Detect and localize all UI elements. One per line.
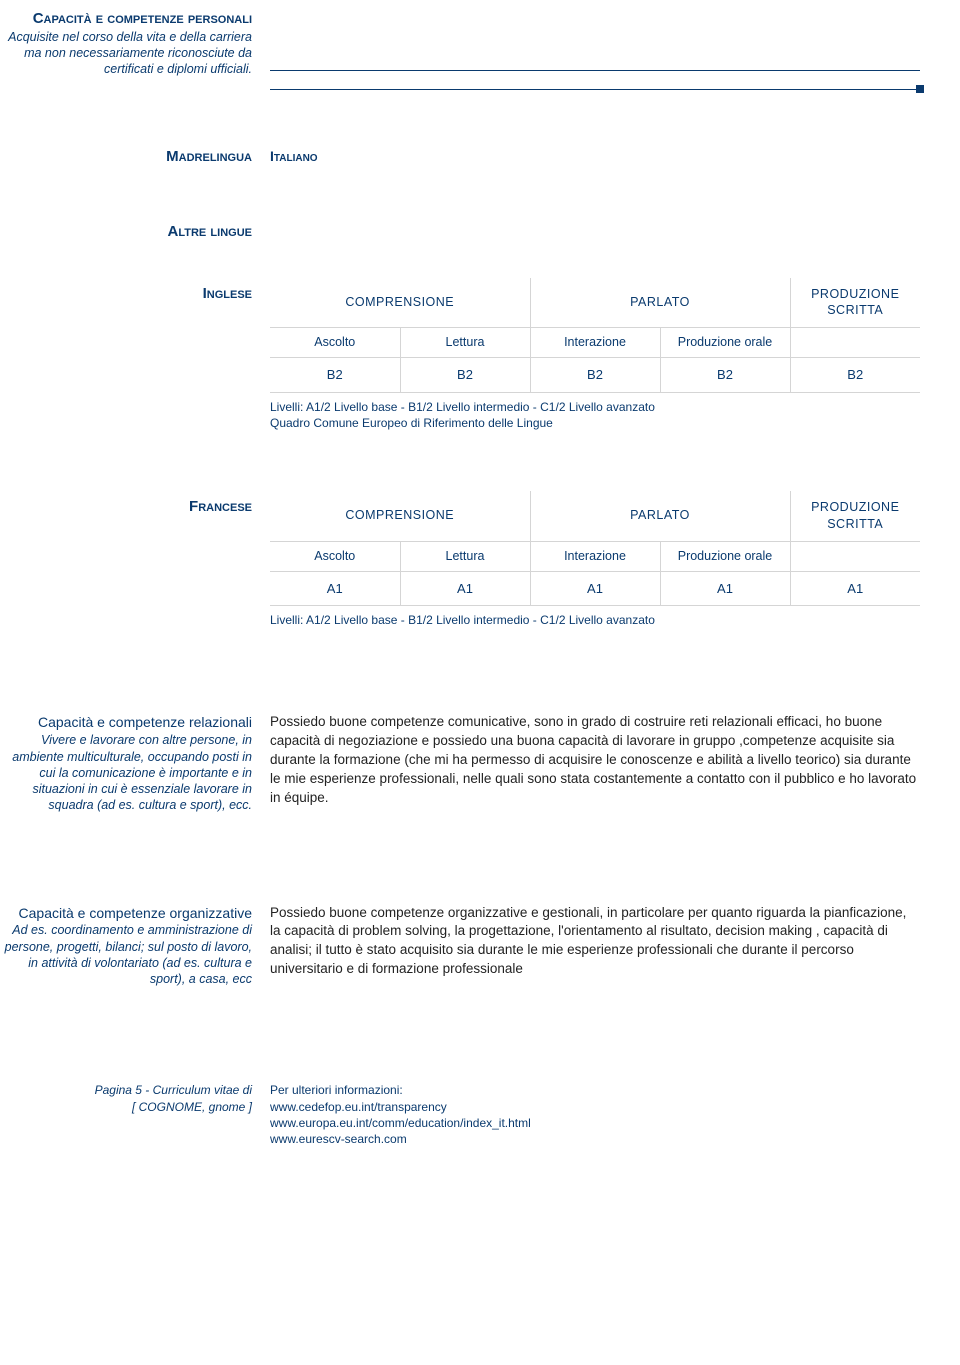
footer-link: www.eurescv-search.com xyxy=(270,1132,407,1146)
val-produzione-scritta: B2 xyxy=(790,358,920,393)
header-rule xyxy=(270,10,920,92)
sub-interazione: Interazione xyxy=(530,541,660,571)
levels-line1: Livelli: A1/2 Livello base - B1/2 Livell… xyxy=(270,400,655,414)
inglese-label: Inglese xyxy=(203,285,252,302)
table-row: Ascolto Lettura Interazione Produzione o… xyxy=(270,541,920,571)
group-parlato: PARLATO xyxy=(530,278,790,328)
table-row: Livelli: A1/2 Livello base - B1/2 Livell… xyxy=(270,606,920,629)
relazionali-text: Possiedo buone competenze comunicative, … xyxy=(270,713,920,807)
relazionali-row: Capacità e competenze relazionali Vivere… xyxy=(0,713,960,813)
table-row: Livelli: A1/2 Livello base - B1/2 Livell… xyxy=(270,392,920,431)
val-produzione-scritta: A1 xyxy=(790,571,920,606)
table-row: COMPRENSIONE PARLATO PRODUZIONE SCRITTA xyxy=(270,491,920,541)
sub-empty xyxy=(790,541,920,571)
table-row: A1 A1 A1 A1 A1 xyxy=(270,571,920,606)
footer-info-label: Per ulteriori informazioni: xyxy=(270,1083,403,1097)
footer-link: www.europa.eu.int/comm/education/index_i… xyxy=(270,1116,531,1130)
val-ascolto: A1 xyxy=(270,571,400,606)
val-interazione: B2 xyxy=(530,358,660,393)
footer-right: Per ulteriori informazioni: www.cedefop.… xyxy=(270,1082,920,1147)
levels-caption: Livelli: A1/2 Livello base - B1/2 Livell… xyxy=(270,606,920,629)
footer-left: Pagina 5 - Curriculum vitae di [ COGNOME… xyxy=(0,1082,270,1147)
footer-page-line2: [ COGNOME, gnome ] xyxy=(132,1100,252,1114)
rule-end-marker xyxy=(916,85,924,93)
sub-interazione: Interazione xyxy=(530,328,660,358)
footer-link: www.cedefop.eu.int/transparency xyxy=(270,1100,447,1114)
group-comprensione: COMPRENSIONE xyxy=(270,491,530,541)
val-produzione-orale: B2 xyxy=(660,358,790,393)
madrelingua-label: Madrelingua xyxy=(166,148,252,165)
francese-label: Francese xyxy=(189,498,252,515)
organizzative-row: Capacità e competenze organizzative Ad e… xyxy=(0,904,960,988)
footer-page-line1: Pagina 5 - Curriculum vitae di xyxy=(95,1083,252,1097)
table-row: B2 B2 B2 B2 B2 xyxy=(270,358,920,393)
francese-row: Francese COMPRENSIONE PARLATO PRODUZIONE… xyxy=(0,491,960,628)
val-lettura: A1 xyxy=(400,571,530,606)
inglese-row: Inglese COMPRENSIONE PARLATO PRODUZIONE … xyxy=(0,278,960,432)
val-ascolto: B2 xyxy=(270,358,400,393)
sub-lettura: Lettura xyxy=(400,328,530,358)
group-parlato: PARLATO xyxy=(530,491,790,541)
val-lettura: B2 xyxy=(400,358,530,393)
group-comprensione: COMPRENSIONE xyxy=(270,278,530,328)
levels-line1: Livelli: A1/2 Livello base - B1/2 Livell… xyxy=(270,613,655,627)
organizzative-text: Possiedo buone competenze organizzative … xyxy=(270,904,920,980)
group-produzione: PRODUZIONE SCRITTA xyxy=(790,491,920,541)
relazionali-title: Capacità e competenze relazionali xyxy=(0,713,252,732)
altre-lingue-row: Altre lingue xyxy=(0,222,960,242)
header-section: Capacità e competenze personali Acquisit… xyxy=(0,0,960,92)
header-subtitle: Acquisite nel corso della vita e della c… xyxy=(0,29,252,78)
sub-produzione-orale: Produzione orale xyxy=(660,541,790,571)
sub-empty xyxy=(790,328,920,358)
altre-lingue-label: Altre lingue xyxy=(168,223,252,240)
relazionali-desc: Vivere e lavorare con altre persone, in … xyxy=(0,732,252,813)
inglese-table: COMPRENSIONE PARLATO PRODUZIONE SCRITTA … xyxy=(270,278,920,432)
sub-ascolto: Ascolto xyxy=(270,541,400,571)
levels-line2: Quadro Comune Europeo di Riferimento del… xyxy=(270,416,553,430)
header-title: Capacità e competenze personali xyxy=(0,10,252,29)
val-produzione-orale: A1 xyxy=(660,571,790,606)
madrelingua-value: Italiano xyxy=(270,148,318,164)
header-title-block: Capacità e competenze personali Acquisit… xyxy=(0,10,270,92)
madrelingua-row: Madrelingua Italiano xyxy=(0,147,960,167)
footer: Pagina 5 - Curriculum vitae di [ COGNOME… xyxy=(0,1082,960,1147)
francese-table: COMPRENSIONE PARLATO PRODUZIONE SCRITTA … xyxy=(270,491,920,628)
levels-caption: Livelli: A1/2 Livello base - B1/2 Livell… xyxy=(270,392,920,431)
organizzative-desc: Ad es. coordinamento e amministrazione d… xyxy=(0,922,252,987)
table-row: COMPRENSIONE PARLATO PRODUZIONE SCRITTA xyxy=(270,278,920,328)
sub-produzione-orale: Produzione orale xyxy=(660,328,790,358)
val-interazione: A1 xyxy=(530,571,660,606)
table-row: Ascolto Lettura Interazione Produzione o… xyxy=(270,328,920,358)
sub-lettura: Lettura xyxy=(400,541,530,571)
organizzative-title: Capacità e competenze organizzative xyxy=(0,904,252,923)
sub-ascolto: Ascolto xyxy=(270,328,400,358)
group-produzione: PRODUZIONE SCRITTA xyxy=(790,278,920,328)
